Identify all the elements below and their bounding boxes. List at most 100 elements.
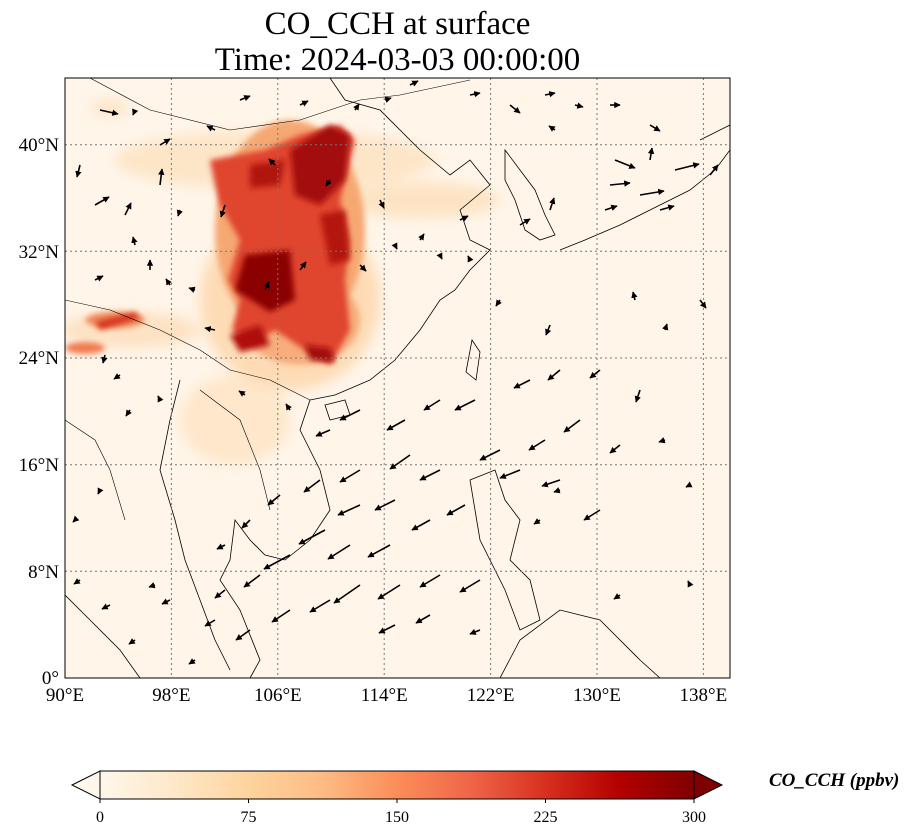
wind-arrow bbox=[132, 108, 139, 116]
lat-ticks: 0° 8°N 16°N 24°N 32°N 40°N bbox=[19, 135, 60, 689]
wind-arrow bbox=[659, 204, 675, 211]
wind-arrow bbox=[553, 487, 561, 494]
wind-arrow bbox=[377, 584, 401, 600]
wind-arrow bbox=[574, 102, 584, 109]
wind-arrow bbox=[285, 403, 292, 411]
wind-arrow bbox=[411, 519, 431, 531]
wind-arrow bbox=[101, 603, 111, 610]
wind-arrow bbox=[545, 324, 552, 336]
concentration-field bbox=[65, 78, 730, 678]
wind-arrow bbox=[97, 487, 104, 495]
wind-arrow bbox=[709, 164, 719, 176]
lat-tick: 40°N bbox=[19, 135, 60, 156]
wind-arrow bbox=[124, 202, 132, 216]
wind-arrow bbox=[239, 95, 251, 102]
wind-arrow bbox=[609, 444, 621, 454]
wind-arrow bbox=[384, 96, 392, 103]
wind-arrow bbox=[391, 242, 398, 250]
wind-arrow bbox=[386, 419, 406, 431]
map-time: Time: 2024-03-03 00:00:00 bbox=[214, 42, 581, 78]
lat-tick: 24°N bbox=[19, 348, 60, 369]
wind-arrow bbox=[241, 519, 251, 529]
wind-arrow bbox=[188, 658, 196, 665]
wind-arrow bbox=[604, 204, 618, 211]
wind-arrow bbox=[206, 125, 216, 132]
lon-tick: 138°E bbox=[680, 685, 728, 706]
colorbar-tick: 300 bbox=[682, 809, 706, 826]
wind-arrow bbox=[94, 275, 104, 282]
wind-arrow bbox=[631, 291, 638, 301]
lat-tick: 16°N bbox=[19, 455, 60, 476]
wind-arrow bbox=[467, 255, 474, 263]
wind-arrow bbox=[544, 90, 556, 98]
lon-tick: 114°E bbox=[361, 685, 408, 706]
wind-arrow bbox=[639, 188, 665, 196]
wind-arrow bbox=[238, 390, 246, 397]
wind-arrow bbox=[315, 429, 331, 437]
wind-arrow bbox=[609, 180, 631, 187]
wind-arrow bbox=[271, 609, 291, 623]
colorbar-tick: 150 bbox=[385, 809, 409, 826]
wind-arrow bbox=[662, 323, 669, 331]
wind-arrow bbox=[513, 379, 531, 389]
wind-arrow bbox=[378, 624, 396, 634]
wind-arrow bbox=[243, 574, 261, 588]
wind-arrow bbox=[235, 629, 251, 641]
wind-arrow bbox=[549, 197, 556, 211]
wind-arrow bbox=[614, 159, 636, 169]
colorbar-tick: 0 bbox=[96, 809, 104, 826]
wind-arrow bbox=[389, 454, 411, 470]
colorbar-min-extend bbox=[70, 770, 101, 800]
wind-arrow bbox=[263, 281, 270, 291]
wind-arrow bbox=[583, 509, 601, 521]
wind-arrow bbox=[325, 179, 332, 187]
wind-arrow bbox=[214, 589, 226, 599]
wind-arrow bbox=[613, 593, 621, 600]
wind-arrow bbox=[165, 278, 172, 286]
wind-arrow bbox=[219, 204, 226, 218]
wind-arrow bbox=[674, 162, 700, 171]
wind-arrow bbox=[131, 236, 138, 246]
wind-arrow bbox=[499, 469, 521, 479]
wind-arrow bbox=[161, 598, 171, 605]
lon-tick: 90°E bbox=[46, 685, 84, 706]
wind-arrow bbox=[113, 373, 121, 380]
map-frame bbox=[64, 77, 731, 679]
wind-arrow bbox=[548, 125, 556, 132]
wind-arrow bbox=[589, 369, 601, 379]
wind-arrow bbox=[378, 199, 385, 209]
wind-arrow bbox=[436, 252, 443, 260]
wind-arrow bbox=[125, 409, 132, 417]
lon-tick: 122°E bbox=[467, 685, 515, 706]
colorbar-max-extend bbox=[693, 770, 724, 800]
wind-arrow bbox=[374, 499, 396, 511]
wind-arrow bbox=[73, 578, 81, 585]
lon-tick: 98°E bbox=[152, 685, 190, 706]
wind-arrow bbox=[649, 124, 661, 132]
wind-arrow bbox=[268, 158, 276, 166]
wind-arrow bbox=[157, 395, 164, 403]
wind-arrow bbox=[685, 481, 693, 488]
map-title: CO_CCH at surface bbox=[264, 6, 531, 42]
wind-arrow bbox=[204, 619, 216, 627]
wind-arrow bbox=[469, 90, 481, 98]
wind-arrow bbox=[454, 399, 476, 411]
wind-arrow bbox=[563, 419, 581, 433]
wind-arrow bbox=[299, 261, 307, 271]
wind-arrow bbox=[299, 100, 309, 107]
wind-arrow bbox=[176, 209, 183, 217]
wind-arrow bbox=[541, 479, 561, 488]
wind-arrow bbox=[267, 494, 281, 506]
wind-arrow bbox=[459, 579, 481, 593]
wind-arrow bbox=[658, 437, 666, 444]
wind-arrow bbox=[647, 147, 655, 161]
gridlines bbox=[65, 78, 730, 678]
wind-vectors bbox=[72, 80, 719, 665]
colorbar-gradient bbox=[99, 770, 695, 800]
wind-arrow bbox=[409, 80, 419, 87]
wind-arrow bbox=[158, 168, 165, 186]
wind-arrow bbox=[415, 614, 431, 624]
lat-tick: 32°N bbox=[19, 242, 60, 263]
wind-arrow bbox=[94, 196, 110, 206]
wind-arrow bbox=[309, 599, 331, 613]
